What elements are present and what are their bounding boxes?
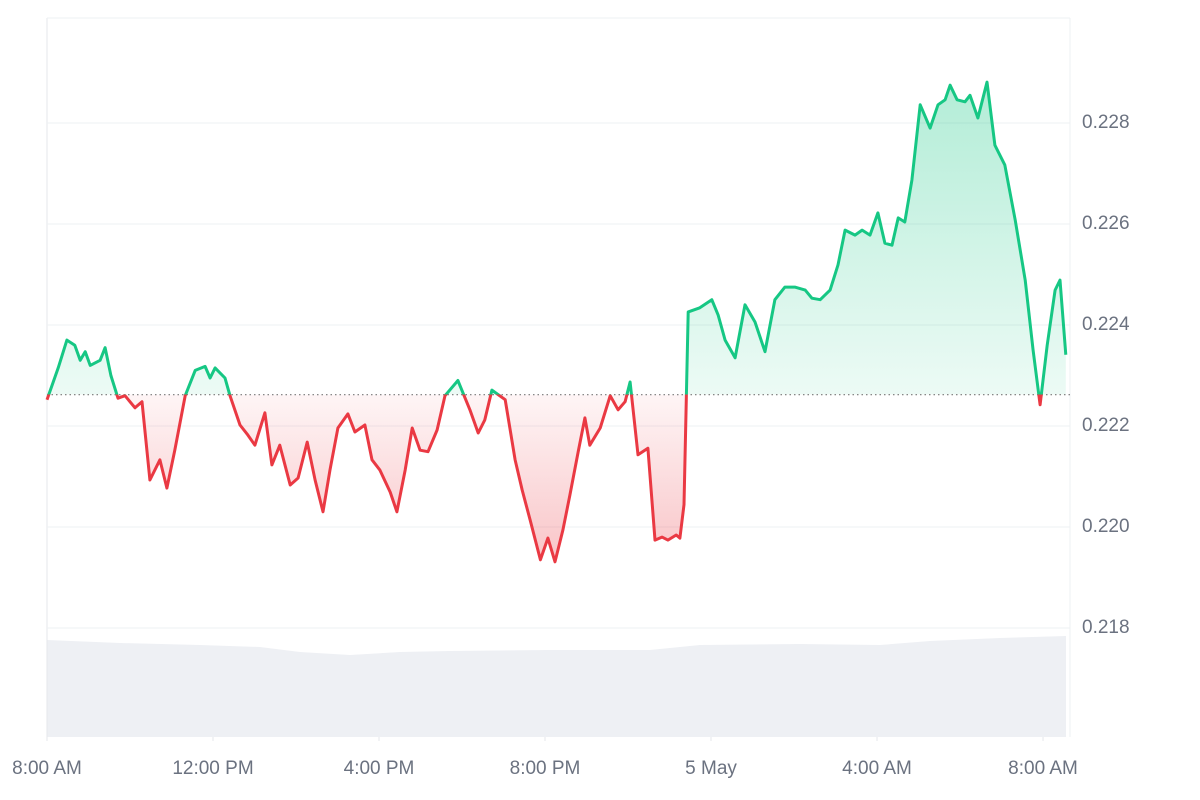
x-tick-label: 8:00 PM (510, 758, 581, 779)
x-tick-label: 5 May (685, 758, 737, 779)
x-tick-label: 4:00 AM (842, 758, 912, 779)
x-tick-label: 8:00 AM (1008, 758, 1078, 779)
y-tick-label: 0.228 (1082, 112, 1130, 133)
plot (45, 80, 1070, 564)
y-tick-label: 0.222 (1082, 415, 1130, 436)
x-tick-label: 4:00 PM (344, 758, 415, 779)
area (47, 82, 1066, 562)
y-tick-label: 0.220 (1082, 516, 1130, 537)
y-tick-label: 0.226 (1082, 213, 1130, 234)
price-line (45, 80, 1068, 564)
y-tick-label: 0.218 (1082, 617, 1130, 638)
y-tick-label: 0.224 (1082, 314, 1130, 335)
axes: 0.218 0.220 0.222 0.224 0.226 0.228 8:00 AM 12:… (12, 112, 1130, 779)
x-tick-label: 12:00 PM (172, 758, 253, 779)
volume-area (47, 636, 1066, 737)
x-tick-label: 8:00 AM (12, 758, 82, 779)
